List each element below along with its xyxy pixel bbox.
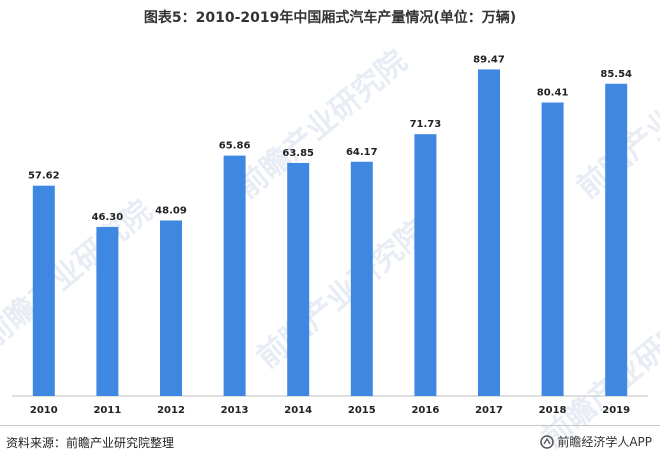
data-label-2015: 64.17 bbox=[346, 147, 378, 158]
bar-2013 bbox=[223, 155, 246, 396]
data-label-2019: 85.54 bbox=[600, 69, 632, 80]
chart-title: 图表5：2010-2019年中国厢式汽车产量情况(单位：万辆) bbox=[143, 10, 517, 26]
x-tick-label-2013: 2013 bbox=[221, 405, 249, 416]
bar-2018 bbox=[541, 102, 564, 396]
x-tick-label-2019: 2019 bbox=[602, 405, 630, 416]
data-label-2012: 48.09 bbox=[155, 205, 187, 216]
bar-2011 bbox=[96, 227, 119, 396]
x-tick-label-2010: 2010 bbox=[30, 405, 58, 416]
bar-2010 bbox=[32, 185, 55, 396]
x-tick-label-2015: 2015 bbox=[348, 405, 376, 416]
x-tick-label-2017: 2017 bbox=[475, 405, 503, 416]
brand-label: 前瞻经济学人APP bbox=[557, 435, 652, 449]
source-note: 资料来源：前瞻产业研究院整理 bbox=[6, 436, 175, 450]
x-tick-label-2018: 2018 bbox=[539, 405, 567, 416]
data-label-2010: 57.62 bbox=[28, 171, 60, 182]
data-label-2018: 80.41 bbox=[537, 88, 569, 99]
data-label-2013: 65.86 bbox=[219, 141, 251, 152]
data-label-2011: 46.30 bbox=[92, 212, 124, 223]
data-label-2014: 63.85 bbox=[282, 148, 314, 159]
x-tick-label-2012: 2012 bbox=[157, 405, 185, 416]
brand-credit: 前瞻经济学人APP bbox=[540, 433, 652, 450]
bar-2016 bbox=[414, 134, 437, 397]
bar-2019 bbox=[605, 83, 628, 397]
data-label-2016: 71.73 bbox=[410, 119, 442, 130]
footer-divider bbox=[0, 425, 660, 426]
brand-logo-icon bbox=[540, 434, 555, 449]
x-tick-label-2016: 2016 bbox=[411, 405, 439, 416]
bar-2017 bbox=[478, 69, 500, 396]
bar-2012 bbox=[160, 220, 182, 396]
x-tick-label-2011: 2011 bbox=[93, 405, 121, 416]
data-label-2017: 89.47 bbox=[473, 54, 505, 65]
x-tick-label-2014: 2014 bbox=[284, 405, 312, 416]
bar-2015 bbox=[350, 161, 373, 396]
bar-2014 bbox=[287, 162, 310, 396]
